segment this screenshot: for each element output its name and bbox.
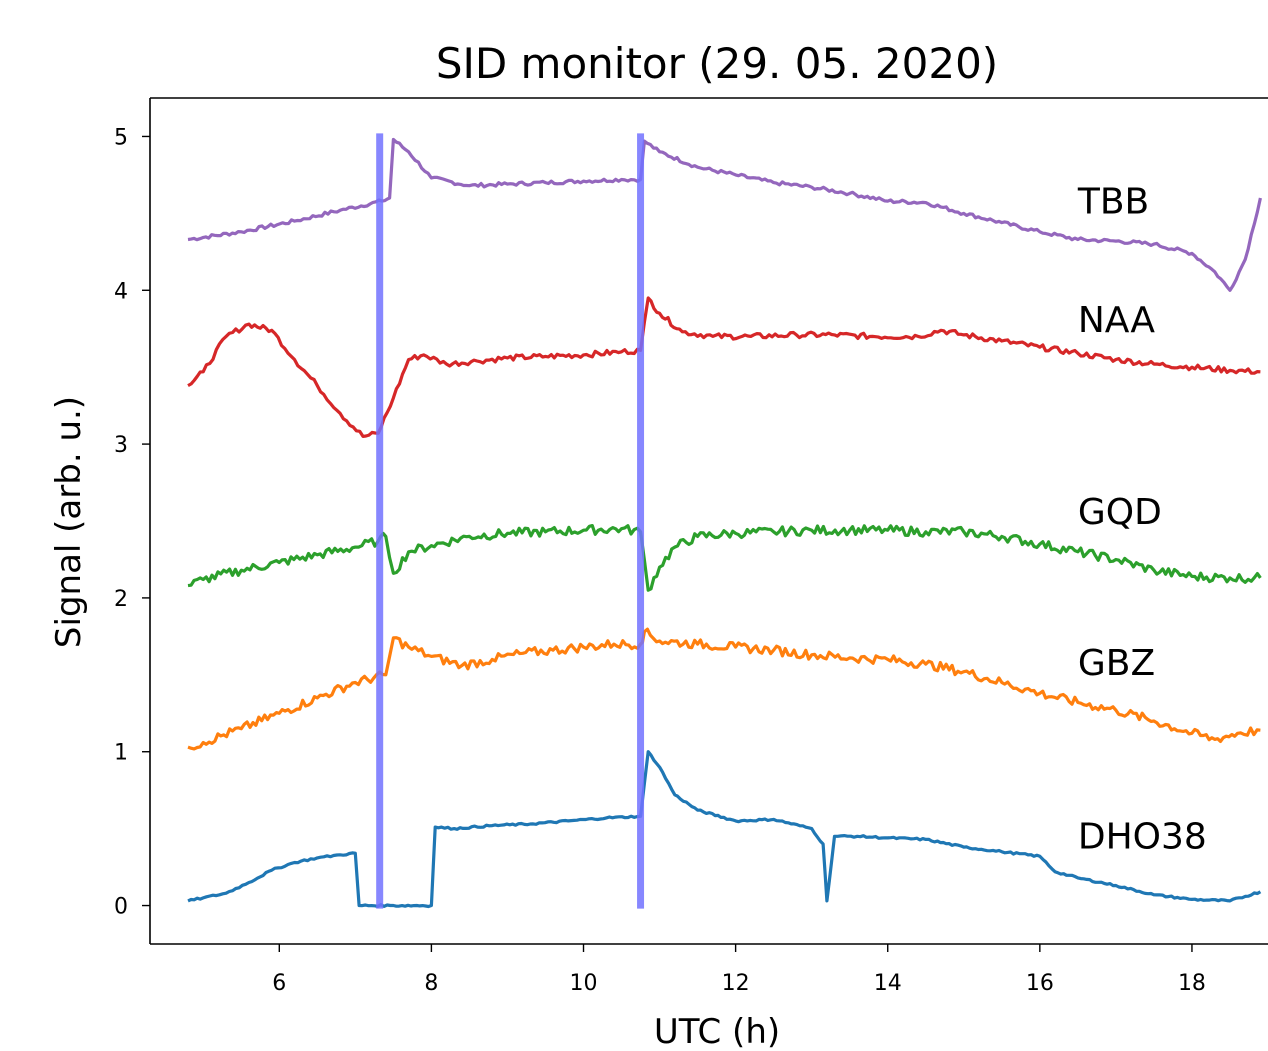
x-tick-label: 18	[1178, 971, 1206, 996]
y-tick-label: 2	[114, 587, 128, 612]
x-tick-label: 14	[874, 971, 902, 996]
y-tick-label: 5	[114, 125, 128, 150]
x-axis-label: UTC (h)	[654, 1012, 780, 1051]
series-label-naa: NAA	[1078, 300, 1156, 341]
series-line-gqd	[187, 524, 1262, 592]
x-tick-label: 8	[424, 971, 438, 996]
x-tick-label: 12	[722, 971, 750, 996]
x-axis-ticks: 6 8 10 12 14 16 18	[272, 944, 1206, 996]
y-tick-label: 0	[114, 895, 128, 920]
x-tick-label: 6	[272, 971, 286, 996]
series-line-gbz	[187, 627, 1261, 751]
x-tick-label: 16	[1026, 971, 1054, 996]
plot-area: TBB NAA GQD GBZ DHO38	[149, 97, 1268, 945]
series-label-gbz: GBZ	[1078, 643, 1155, 684]
series-label-gqd: GQD	[1078, 492, 1162, 533]
chart-title: SID monitor (29. 05. 2020)	[436, 39, 998, 88]
y-axis-label: Signal (arb. u.)	[49, 396, 89, 648]
y-tick-label: 1	[114, 741, 128, 766]
series-label-tbb: TBB	[1077, 181, 1149, 222]
y-tick-label: 4	[114, 279, 128, 304]
series-line-dho38	[187, 750, 1262, 909]
x-tick-label: 10	[570, 971, 598, 996]
series-line-naa	[187, 296, 1261, 438]
series-label-dho38: DHO38	[1078, 817, 1207, 858]
series-line-tbb	[187, 137, 1262, 292]
y-axis-ticks: 0 1 2 3 4 5	[114, 125, 150, 920]
y-tick-label: 3	[114, 433, 128, 458]
